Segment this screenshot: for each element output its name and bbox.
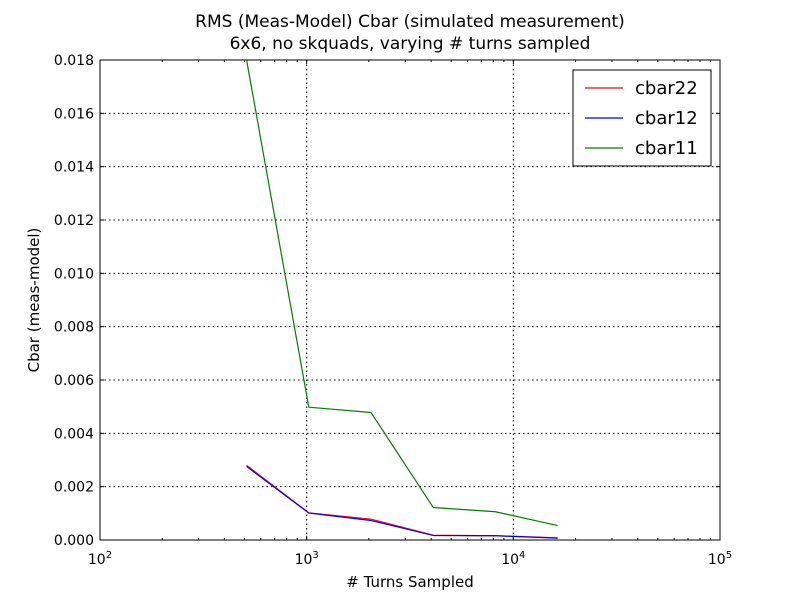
y-tick-label: 0.000 — [54, 533, 94, 549]
x-tick-label-exponent: 3 — [312, 550, 318, 561]
legend-label: cbar11 — [635, 138, 698, 159]
series-line-cbar11 — [245, 59, 558, 527]
x-tick-label-exponent: 2 — [106, 550, 112, 561]
x-tick-label: 102 — [88, 550, 112, 568]
x-tick-label: 105 — [708, 550, 732, 568]
x-tick-label-exponent: 5 — [726, 550, 732, 561]
x-axis-label: # Turns Sampled — [346, 573, 474, 591]
legend-label: cbar12 — [635, 108, 698, 129]
y-tick-label: 0.018 — [54, 53, 94, 69]
series-layer — [245, 59, 558, 539]
x-tick-label-base: 10 — [501, 552, 519, 568]
chart-title: RMS (Meas-Model) Cbar (simulated measure… — [195, 12, 625, 32]
x-tick-label-exponent: 4 — [519, 550, 525, 561]
x-tick-label: 103 — [295, 550, 319, 568]
y-tick-label: 0.016 — [54, 106, 94, 122]
grid — [100, 60, 720, 540]
y-tick-label: 0.002 — [54, 480, 94, 496]
y-tick-label: 0.012 — [54, 213, 94, 229]
y-tick-label: 0.006 — [54, 373, 94, 389]
ticks — [99, 59, 721, 541]
x-tick-label-base: 10 — [295, 552, 313, 568]
x-tick-label-base: 10 — [88, 552, 106, 568]
chart-subtitle: 6x6, no skquads, varying # turns sampled — [230, 34, 591, 54]
y-axis-label: Cbar (meas-model) — [25, 228, 43, 373]
y-tick-label: 0.004 — [54, 426, 94, 442]
plot-frame — [99, 59, 721, 541]
y-tick-label: 0.010 — [54, 266, 94, 282]
legend-label: cbar22 — [635, 78, 698, 99]
legend: cbar22 cbar12 cbar11 — [572, 69, 712, 167]
y-tick-label: 0.008 — [54, 320, 94, 336]
series-line-cbar12 — [246, 465, 558, 539]
tick-labels: 0.000 0.002 0.004 0.006 0.008 0.010 0.012 0.014… — [54, 53, 732, 568]
x-tick-label: 104 — [501, 550, 525, 568]
x-tick-label-base: 10 — [708, 552, 726, 568]
y-tick-label: 0.014 — [54, 160, 94, 176]
